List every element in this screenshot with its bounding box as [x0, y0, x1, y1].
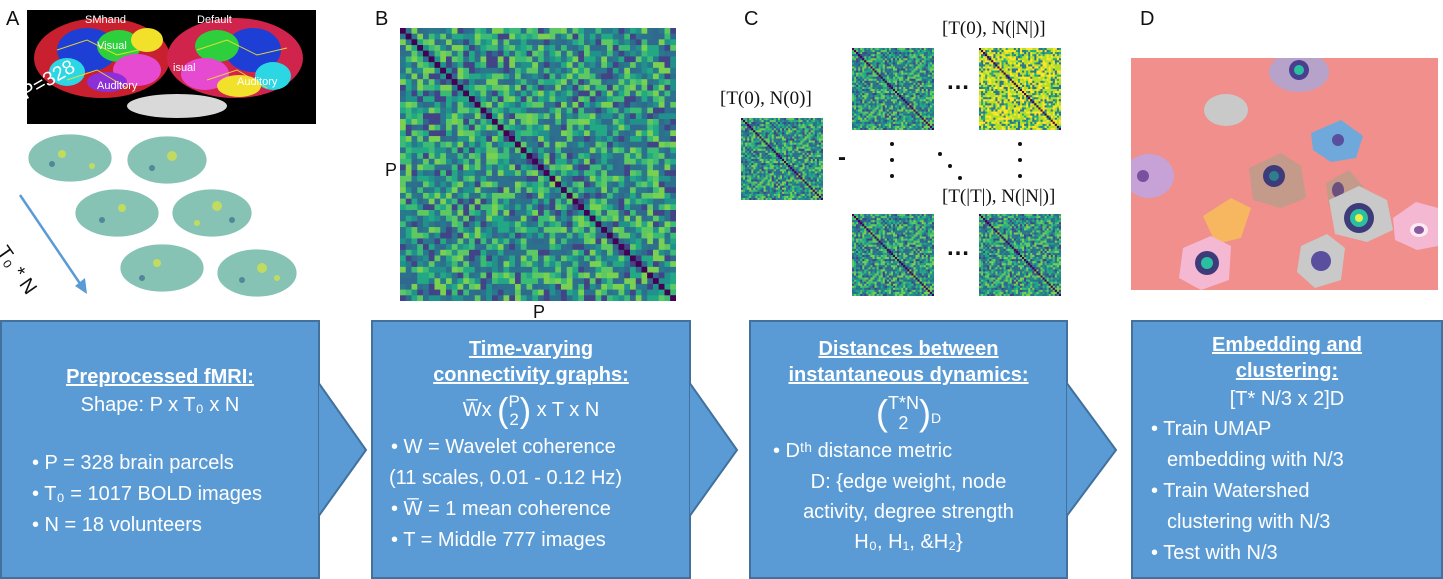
bullet-text: H₀, H₁, &H₂} — [854, 531, 963, 553]
distance-matrix-t0-nN — [979, 48, 1062, 131]
flow-arrow-2 — [689, 380, 739, 519]
matrix-row-label: P — [385, 160, 398, 180]
bullet-item: • T₀ = 1017 BOLD images — [32, 483, 263, 505]
distance-matrix-reference — [741, 118, 824, 201]
box-title: clustering: — [1235, 360, 1339, 382]
time-arrow — [18, 194, 87, 294]
brain-label: SMhand — [85, 14, 126, 26]
bullet-item: • W = Wavelet coherence — [391, 436, 616, 458]
matrix-label-tT-nN: [T(|T|), N(|N|)] — [942, 186, 1056, 207]
bullet-item: • Train Watershed — [1151, 480, 1310, 502]
minus-sign: - — [838, 144, 846, 171]
bullet-text: embedding with N/3 — [1167, 449, 1344, 471]
bullet-item: • Test with N/3 — [1151, 542, 1278, 564]
embedding-clustering-box: Embedding and clustering: [T* N/3 x 2]D … — [1131, 320, 1443, 579]
brain-parcellation-graphic — [27, 10, 316, 124]
bullet-text: D: {edge weight, node — [810, 471, 1007, 493]
bullet-item: • Dᵗʰ distance metric — [773, 440, 953, 462]
box-title: Time-varying — [468, 338, 594, 360]
distance-matrix-tT-nN — [979, 214, 1062, 297]
preprocessed-fmri-box: Preprocessed fMRI: Shape: P x T₀ x N • P… — [0, 320, 320, 579]
formula: (T*N 2)D — [875, 391, 942, 433]
matrix-cells — [400, 28, 677, 302]
bullet-text: activity, degree strength — [803, 501, 1014, 523]
distance-matrix-tT-n0 — [852, 214, 935, 297]
panel-letter-a: A — [6, 8, 20, 30]
connectivity-matrix — [400, 28, 677, 302]
ellipsis-bottom: … — [946, 234, 970, 261]
bullet-item: • N = 18 volunteers — [32, 514, 202, 536]
box-title: connectivity graphs: — [433, 364, 629, 386]
matrix-cells — [979, 48, 1062, 131]
bullet-item: • Train UMAP — [1151, 418, 1272, 440]
connectivity-graphs-box: Time-varying connectivity graphs: W̅x (P… — [371, 320, 691, 579]
matrix-cells — [741, 118, 824, 201]
matrix-cells — [979, 214, 1062, 297]
matrix-label-t0-n0: [T(0), N(0)] — [720, 88, 812, 109]
vertical-ellipsis-group — [890, 142, 1022, 180]
panel-letter-c: C — [744, 8, 759, 30]
matrix-cells — [852, 48, 935, 131]
formula: W̅x (P 2) x T x N — [462, 391, 600, 430]
flow-arrow-1 — [318, 380, 368, 519]
matrix-label-t0-nN: [T(0), N(|N|)] — [942, 18, 1046, 39]
box-title: Distances between — [818, 338, 999, 360]
panel-letter-d: D — [1140, 8, 1155, 30]
watershed-clusters — [1131, 58, 1438, 290]
brain-timeseries-graphic — [27, 133, 298, 298]
umap-embedding-plot — [1131, 58, 1438, 290]
box-title: instantaneous dynamics: — [788, 364, 1029, 386]
brain-label: Auditory — [97, 80, 138, 92]
distance-matrix-t0-n0 — [852, 48, 935, 131]
matrix-col-label: P — [533, 302, 546, 322]
brain-label: Auditory — [237, 76, 278, 88]
panel-letter-b: B — [375, 8, 389, 30]
box-title: Preprocessed fMRI: — [66, 366, 254, 388]
bullet-item: • T = Middle 777 images — [391, 529, 606, 551]
formula: [T* N/3 x 2]D — [1229, 388, 1345, 410]
matrix-cells — [852, 214, 935, 297]
box-title: Embedding and — [1212, 334, 1362, 356]
bullet-item: • P = 328 brain parcels — [32, 452, 234, 474]
bullet-text: clustering with N/3 — [1167, 511, 1331, 533]
brain-label: Visual — [97, 40, 127, 52]
distances-box: Distances between instantaneous dynamics… — [749, 320, 1068, 579]
brain-parcellation-image: Visual Auditory SMhand Default isual Aud… — [27, 10, 316, 124]
brain-label: isual — [173, 62, 196, 74]
brain-label: Default — [197, 14, 232, 26]
bullet-item: • W̅ = 1 mean coherence — [391, 498, 611, 520]
bullet-text: (11 scales, 0.01 - 0.12 Hz) — [389, 467, 623, 489]
flow-arrow-3 — [1066, 380, 1118, 519]
ellipsis-top: … — [946, 68, 970, 95]
shape-line: Shape: P x T₀ x N — [80, 394, 240, 416]
